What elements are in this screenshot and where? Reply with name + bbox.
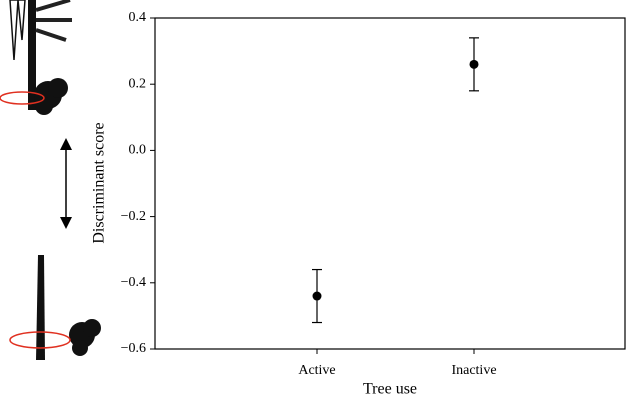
illustration-top	[0, 0, 72, 115]
plot-frame	[154, 17, 626, 350]
point	[312, 291, 322, 301]
y-tick-label: −0.2	[121, 209, 146, 224]
y-axis-title: Discriminant score	[91, 122, 108, 243]
illustration-bottom	[9, 255, 101, 360]
y-tick-label: 0.4	[129, 10, 147, 25]
y-tick-label: −0.4	[121, 275, 146, 290]
x-tick-label: Active	[298, 363, 335, 378]
y-tick-label: 0.2	[129, 76, 147, 91]
x-tick-label: Inactive	[451, 363, 496, 378]
double-arrow	[60, 138, 72, 229]
x-axis-title: Tree use	[363, 381, 417, 398]
y-tick-label: 0.0	[129, 143, 147, 158]
point	[469, 59, 479, 69]
y-tick-label: −0.6	[121, 341, 146, 356]
